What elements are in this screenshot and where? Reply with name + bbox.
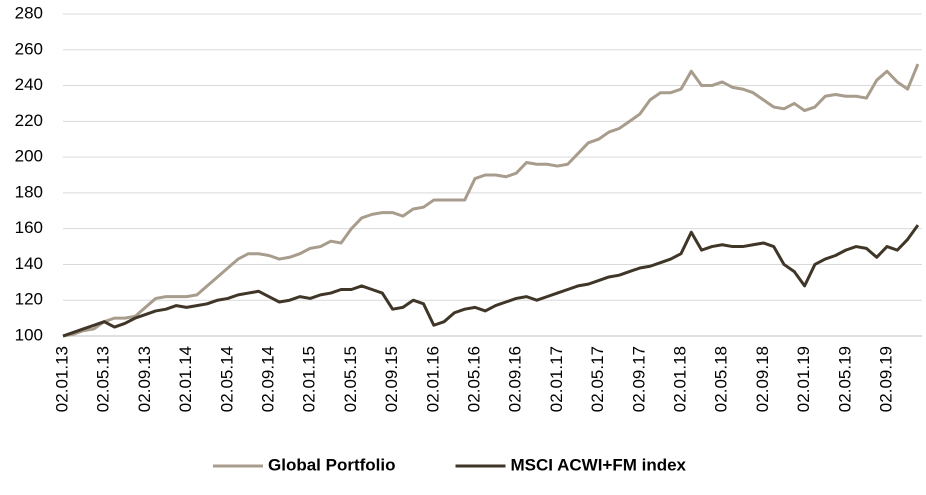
x-tick-label: 02.05.13 bbox=[94, 346, 113, 412]
y-tick-label: 140 bbox=[15, 254, 43, 273]
x-tick-label: 02.05.17 bbox=[588, 346, 607, 412]
y-tick-label: 160 bbox=[15, 218, 43, 237]
y-tick-label: 220 bbox=[15, 111, 43, 130]
x-tick-label: 02.05.18 bbox=[712, 346, 731, 412]
x-tick-label: 02.01.15 bbox=[300, 346, 319, 412]
x-tick-label: 02.01.19 bbox=[794, 346, 813, 412]
x-tick-label: 02.09.14 bbox=[258, 346, 277, 412]
data-line bbox=[62, 224, 920, 338]
x-tick-label: 02.01.17 bbox=[547, 346, 566, 412]
x-tick-label: 02.01.13 bbox=[52, 346, 71, 412]
x-tick-label: 02.01.18 bbox=[670, 346, 689, 412]
x-tick-label: 02.09.13 bbox=[135, 346, 154, 412]
x-tick-label: 02.09.15 bbox=[382, 346, 401, 412]
x-tick-label: 02.09.16 bbox=[506, 346, 525, 412]
y-tick-label: 200 bbox=[15, 147, 43, 166]
x-tick-label: 02.01.16 bbox=[423, 346, 442, 412]
x-tick-label: 02.09.18 bbox=[753, 346, 772, 412]
x-tick-label: 02.05.14 bbox=[217, 346, 236, 412]
legend-label: MSCI ACWI+FM index bbox=[511, 455, 687, 474]
y-tick-label: 120 bbox=[15, 290, 43, 309]
y-tick-label: 280 bbox=[15, 3, 43, 22]
data-line bbox=[62, 63, 920, 338]
x-tick-label: 02.01.14 bbox=[176, 346, 195, 412]
x-tick-label: 02.09.17 bbox=[629, 346, 648, 412]
y-tick-label: 260 bbox=[15, 39, 43, 58]
x-tick-label: 02.05.19 bbox=[835, 346, 854, 412]
x-tick-label: 02.05.16 bbox=[464, 346, 483, 412]
legend-label: Global Portfolio bbox=[268, 455, 396, 474]
x-tick-label: 02.09.19 bbox=[876, 346, 895, 412]
x-tick-label: 02.05.15 bbox=[341, 346, 360, 412]
y-tick-label: 240 bbox=[15, 75, 43, 94]
y-tick-label: 100 bbox=[15, 325, 43, 344]
y-tick-label: 180 bbox=[15, 182, 43, 201]
